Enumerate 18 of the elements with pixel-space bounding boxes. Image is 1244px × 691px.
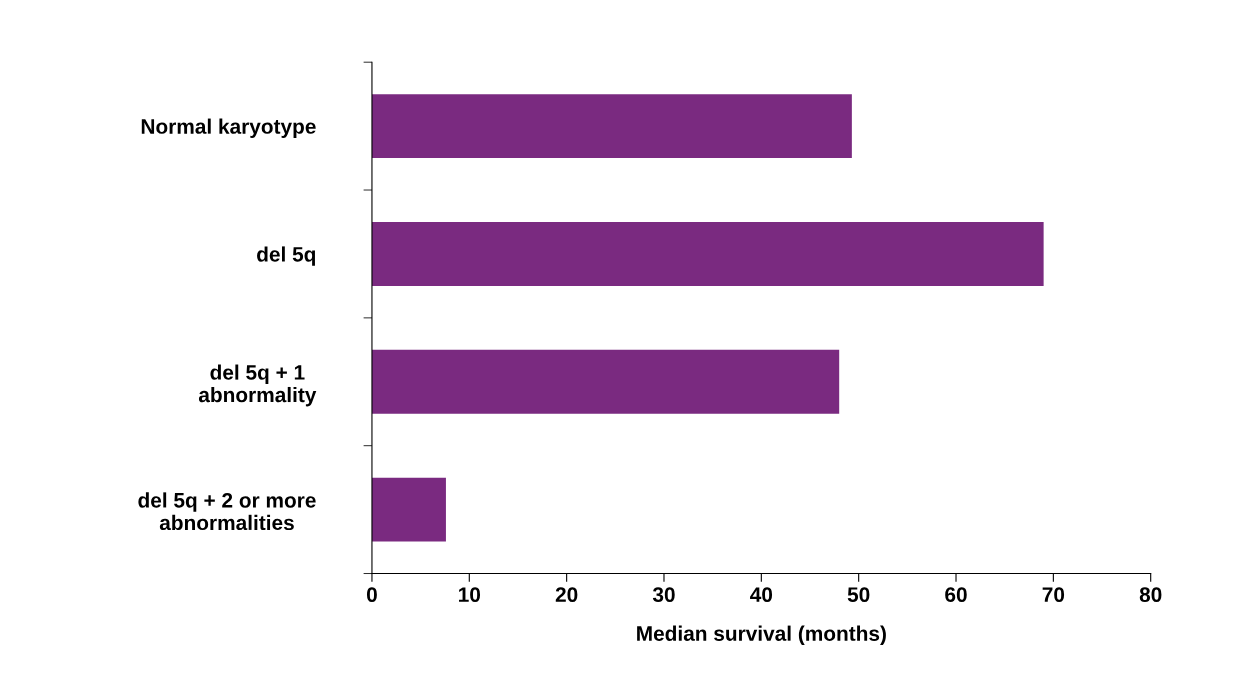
y-tick-label: del 5q + 1 abnormality — [198, 364, 317, 407]
x-axis-title: Median survival (months) — [637, 625, 886, 646]
y-tick-label: Normal karyotype — [141, 118, 316, 138]
x-tick-label: 20 — [555, 587, 578, 603]
x-tick-label: 40 — [750, 587, 773, 603]
y-tick-label: del 5q + 2 or more abnormalities — [138, 492, 316, 531]
x-tick-label: 30 — [652, 587, 675, 603]
bar — [371, 477, 446, 542]
bar — [371, 349, 840, 414]
x-tick-label: 10 — [459, 587, 481, 603]
x-tick-label: 70 — [1042, 587, 1065, 603]
x-tick-label: 0 — [366, 587, 377, 603]
y-tick-label: del 5q — [257, 246, 316, 266]
x-tick-label: 60 — [945, 587, 967, 603]
x-tick-label: 80 — [1139, 587, 1162, 603]
bar — [371, 94, 852, 159]
bar — [371, 221, 1044, 286]
x-tick-label: 50 — [847, 587, 870, 603]
